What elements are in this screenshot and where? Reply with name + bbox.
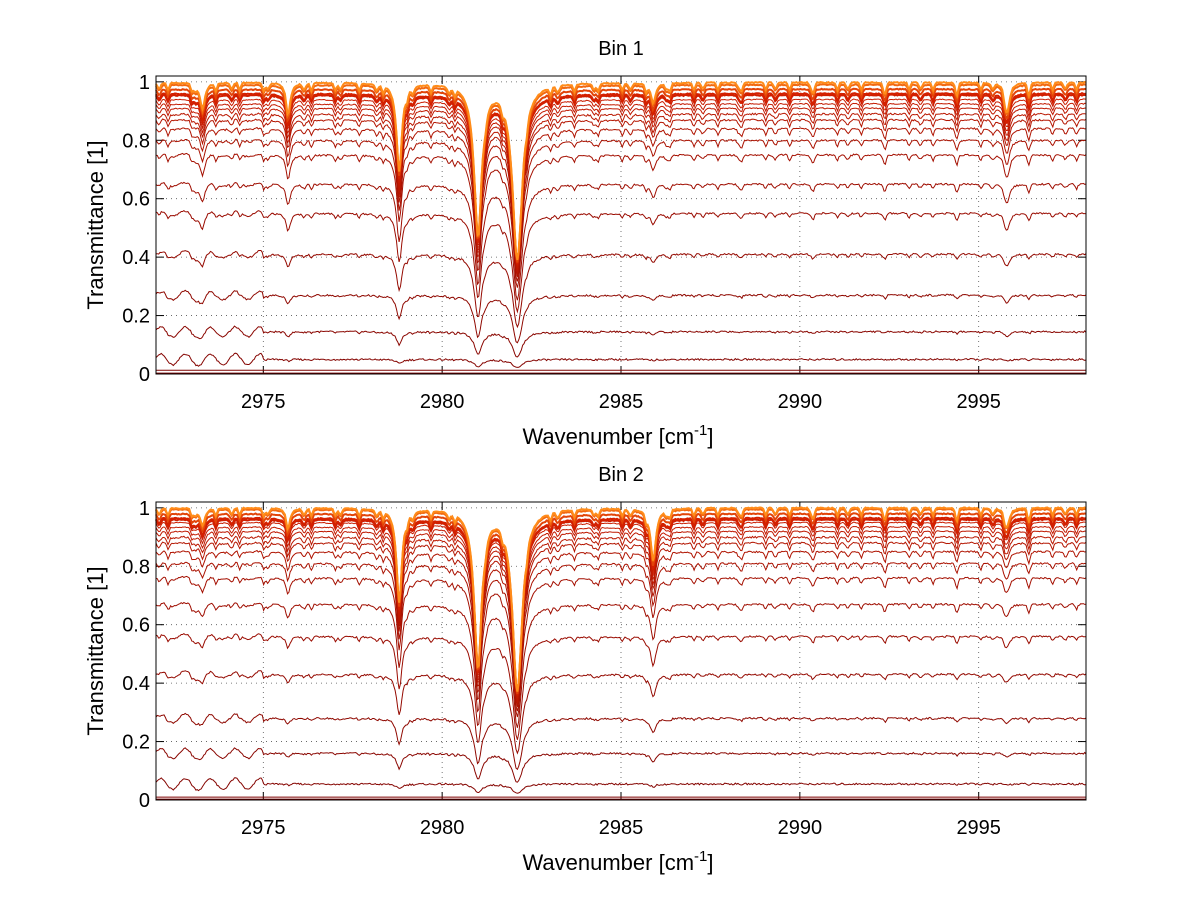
y-tick-labels: 0 0.2 0.4 0.6 0.8 1 (122, 72, 150, 386)
series-lines (155, 80, 1087, 374)
chart-panel-bin-2: Bin 2 0 0.2 0.4 0.6 0.8 1 2975 2980 2985… (83, 464, 1087, 875)
spectrum-line (155, 209, 1087, 314)
spectrum-line (155, 512, 1087, 694)
spectrum-line (155, 521, 1087, 697)
x-axis-label-main: Wavenumber [cm (522, 424, 694, 449)
spectrum-line (155, 98, 1087, 266)
spectrum-line (155, 575, 1087, 718)
x-axis-label-superscript: -1 (694, 848, 707, 865)
spectrum-line (155, 712, 1087, 771)
spectrum-line (155, 549, 1087, 708)
spectrum-line (155, 289, 1087, 344)
x-axis-label: Wavenumber [cm-1] (522, 422, 713, 449)
chart-title: Bin 1 (598, 38, 644, 60)
spectrum-line (155, 352, 1087, 368)
y-tick-label: 1 (139, 72, 150, 94)
y-tick-label: 0.2 (122, 306, 150, 328)
x-tick-label: 2980 (420, 391, 465, 413)
x-tick-label: 2980 (420, 817, 465, 839)
y-tick-label: 0.2 (122, 732, 150, 754)
axes-box (155, 75, 1087, 375)
y-tick-label: 1 (139, 498, 150, 520)
spectrum-line (155, 152, 1087, 288)
spectrum-line (155, 747, 1087, 783)
x-tick-label: 2990 (778, 817, 823, 839)
spectrum-line (155, 530, 1086, 701)
spectrum-line (155, 138, 1087, 282)
spectrum-line (155, 516, 1087, 696)
spectrum-line (155, 525, 1087, 699)
x-tick-label: 2975 (241, 391, 286, 413)
y-tick-label: 0.6 (122, 189, 150, 211)
y-tick-labels: 0 0.2 0.4 0.6 0.8 1 (122, 498, 150, 812)
spectrum-line (155, 181, 1087, 301)
axes-box (155, 501, 1087, 801)
spectrum-line (155, 87, 1086, 263)
spectrum-line (155, 601, 1087, 728)
x-axis-label: Wavenumber [cm-1] (522, 848, 713, 875)
x-tick-label: 2995 (956, 391, 1001, 413)
spectrum-line (155, 561, 1087, 712)
y-tick-label: 0.8 (122, 130, 150, 152)
x-axis-label-suffix: ] (707, 424, 713, 449)
spectrum-line (155, 80, 1087, 261)
x-tick-labels: 2975 2980 2985 2990 2995 (241, 817, 1001, 839)
spectrum-line (155, 670, 1087, 755)
x-tick-label: 2995 (956, 817, 1001, 839)
y-tick-label: 0.8 (122, 556, 150, 578)
spectrum-line (155, 506, 1087, 692)
spectrum-line (155, 535, 1087, 703)
chart-panel-bin-1: Bin 1 0 0.2 0.4 0.6 0.8 1 2975 2980 2985… (83, 38, 1087, 449)
spectrum-line (155, 107, 1087, 271)
chart-title: Bin 2 (598, 464, 644, 486)
spectrum-line (155, 112, 1087, 273)
x-axis-label-superscript: -1 (694, 422, 707, 439)
spectrum-line (155, 250, 1087, 329)
y-tick-label: 0.4 (122, 247, 150, 269)
spectrum-line (155, 632, 1087, 740)
x-axis-label-main: Wavenumber [cm (522, 850, 694, 875)
spectrum-line (155, 777, 1087, 794)
spectrum-line (155, 102, 1087, 268)
y-tick-label: 0.6 (122, 615, 150, 637)
y-axis-label: Transmittance [1] (83, 140, 108, 309)
x-tick-labels: 2975 2980 2985 2990 2995 (241, 391, 1001, 413)
y-axis-label: Transmittance [1] (83, 566, 108, 735)
spectrum-line (155, 118, 1087, 275)
y-tick-label: 0.4 (122, 673, 150, 695)
x-axis-label-suffix: ] (707, 850, 713, 875)
spectrum-line (155, 325, 1087, 358)
x-tick-label: 2975 (241, 817, 286, 839)
spectrum-line (155, 126, 1087, 278)
y-tick-label: 0 (139, 790, 150, 812)
spectrum-line (155, 541, 1087, 705)
x-tick-label: 2985 (599, 817, 644, 839)
x-tick-label: 2985 (599, 391, 644, 413)
x-tick-label: 2990 (778, 391, 823, 413)
y-tick-label: 0 (139, 364, 150, 386)
spectrum-line (155, 91, 1087, 265)
series-lines (155, 506, 1087, 800)
